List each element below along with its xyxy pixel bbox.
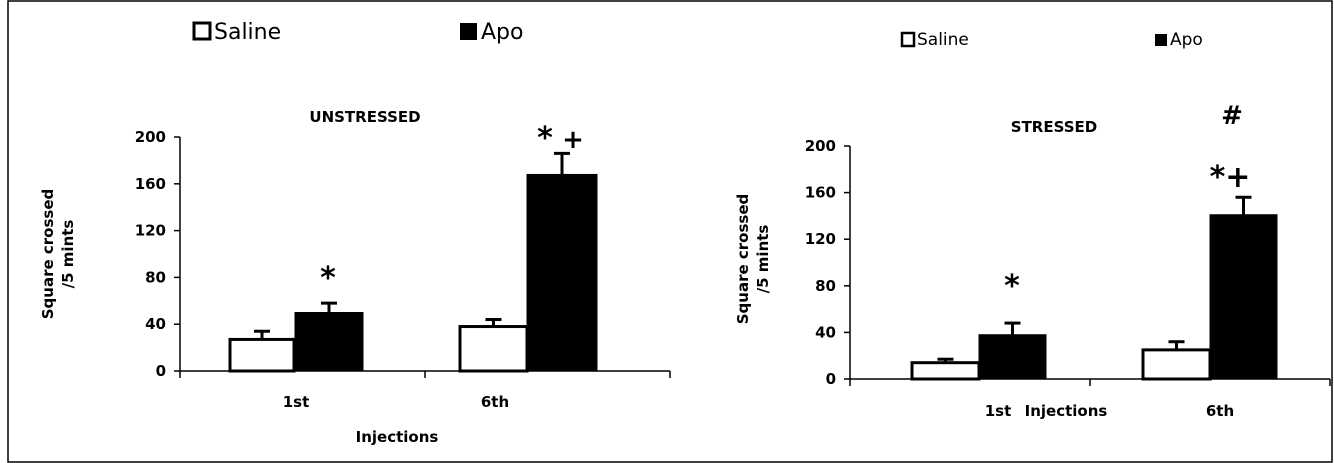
y-axis-label-line2: /5 mints	[754, 225, 772, 294]
chart-title: UNSTRESSED	[309, 108, 420, 126]
chart-unstressed: Saline Apo UNSTRESSED Square crossed /5 …	[39, 20, 671, 446]
significance-marker: *	[320, 261, 336, 296]
x-axis-label: Injections	[1025, 402, 1108, 420]
y-tick-label: 160	[805, 184, 836, 202]
y-tick-label: 40	[815, 323, 836, 341]
y-tick-label: 0	[156, 362, 166, 380]
legend-apo-swatch	[460, 23, 477, 40]
significance-marker: *	[1004, 269, 1020, 304]
y-tick-label: 160	[135, 175, 166, 193]
significance-marker: *+	[1210, 160, 1251, 195]
y-axis-label: Square crossed	[39, 189, 57, 320]
y-tick-label: 0	[826, 370, 836, 388]
bars-unstressed	[228, 151, 598, 373]
y-ticks: 0 40 80 120 160 200	[135, 128, 180, 380]
significance-marker: +	[562, 125, 584, 155]
significance-marker: *	[537, 121, 553, 156]
y-tick-label: 120	[135, 222, 166, 240]
bar-apo-1st	[978, 334, 1047, 380]
legend-stressed: Saline Apo	[900, 30, 1203, 50]
legend-apo-swatch	[1155, 34, 1167, 46]
y-axis-label-line2: /5 mints	[59, 220, 77, 289]
y-ticks: 0 40 80 120 160 200	[805, 137, 850, 388]
y-tick-label: 200	[805, 137, 836, 155]
legend-unstressed: Saline Apo	[192, 20, 523, 45]
legend-saline-swatch	[192, 21, 212, 41]
chart-title: STRESSED	[1011, 118, 1097, 136]
legend-apo-label: Apo	[481, 20, 523, 45]
bar-apo-6th	[526, 173, 598, 372]
x-category-label: 1st	[985, 402, 1012, 420]
bars-stressed	[910, 195, 1278, 381]
chart-stressed: Saline Apo STRESSED Square crossed /5 mi…	[734, 30, 1331, 420]
y-tick-label: 80	[815, 277, 836, 295]
x-category-label: 6th	[481, 393, 509, 411]
x-category-label: 6th	[1206, 402, 1234, 420]
figure-border	[7, 0, 1333, 463]
legend-apo-label: Apo	[1170, 30, 1203, 50]
bar-saline-1st	[910, 361, 981, 381]
x-axis-label: Injections	[356, 428, 439, 446]
bar-saline-6th	[1141, 348, 1212, 381]
x-category-label: 1st	[283, 393, 310, 411]
legend-saline-swatch	[900, 31, 916, 48]
y-tick-label: 120	[805, 230, 836, 248]
y-tick-label: 40	[145, 315, 166, 333]
y-tick-label: 200	[135, 128, 166, 146]
legend-saline-label: Saline	[917, 30, 969, 50]
bar-saline-1st	[228, 337, 296, 373]
y-tick-label: 80	[145, 268, 166, 286]
bar-saline-6th	[458, 325, 529, 373]
legend-saline-label: Saline	[214, 20, 281, 45]
bar-apo-6th	[1209, 214, 1278, 380]
y-axis-label: Square crossed	[734, 194, 752, 325]
bar-apo-1st	[294, 312, 364, 372]
significance-marker: #	[1221, 101, 1243, 131]
